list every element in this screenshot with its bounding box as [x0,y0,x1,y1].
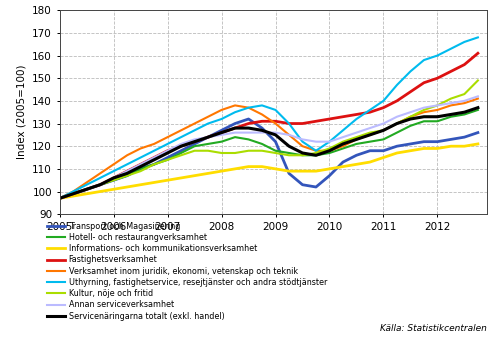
Y-axis label: Index (2005=100): Index (2005=100) [17,65,27,159]
Legend: Transport och Magasinering, Hotell- och restaurangverksamhet, Informations- och : Transport och Magasinering, Hotell- och … [47,222,327,321]
Text: Källa: Statistikcentralen: Källa: Statistikcentralen [380,324,487,333]
